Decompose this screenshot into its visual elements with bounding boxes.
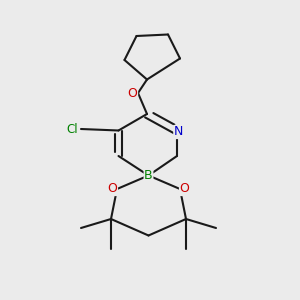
Text: O: O [128,86,137,100]
Text: O: O [108,182,117,196]
Text: N: N [174,125,183,139]
Text: O: O [180,182,189,196]
Text: B: B [144,169,153,182]
Text: Cl: Cl [66,122,78,136]
